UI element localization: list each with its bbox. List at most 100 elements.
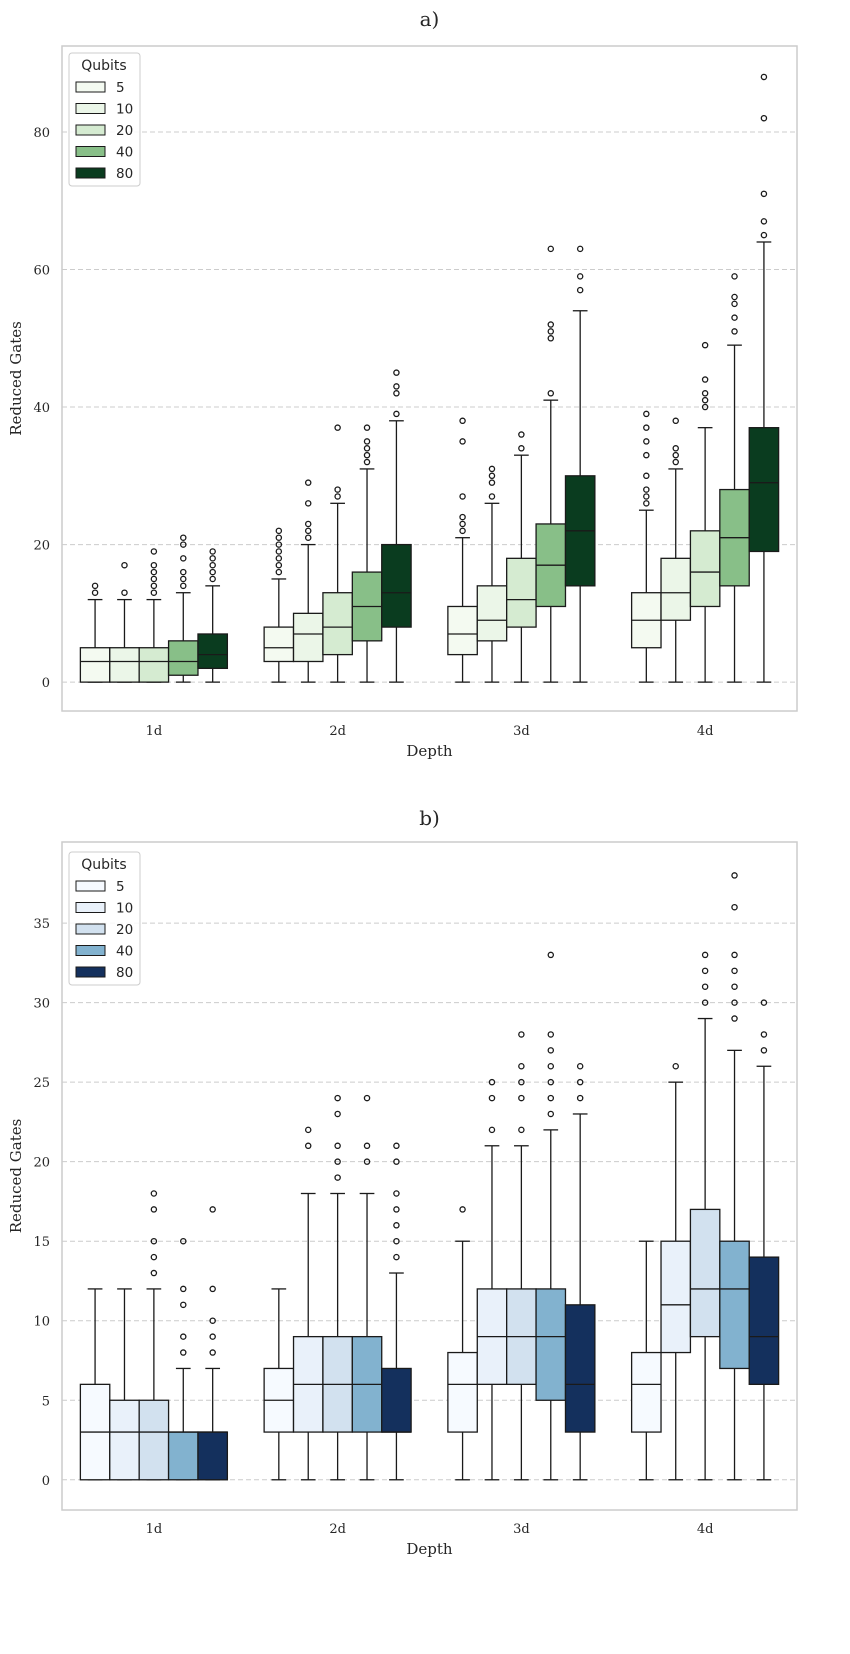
outlier-point bbox=[547, 390, 555, 397]
outlier-point bbox=[363, 451, 371, 459]
outlier-point bbox=[672, 417, 679, 425]
box-3d-40 bbox=[535, 245, 567, 683]
legend-swatch bbox=[75, 880, 106, 892]
outlier-point bbox=[488, 1094, 496, 1102]
outlier-point bbox=[150, 589, 158, 596]
box-iqr bbox=[719, 1240, 750, 1370]
box-4d-80 bbox=[748, 73, 780, 683]
outlier-point bbox=[547, 1063, 555, 1070]
outlier-point bbox=[209, 1285, 216, 1293]
outlier-point bbox=[760, 190, 768, 198]
outlier-point bbox=[731, 983, 738, 990]
outlier-point bbox=[275, 561, 283, 569]
y-axis-label: Reduced Gates bbox=[7, 1119, 25, 1234]
x-tick-label: 3d bbox=[513, 724, 530, 739]
panel-b: 0 5 10 15 20 25 30 35 b) Depth Reduced Gates 1d 2d 3d… bbox=[7, 806, 798, 1558]
outlier-point bbox=[459, 493, 466, 500]
box-iqr bbox=[197, 633, 229, 670]
outlier-point bbox=[547, 245, 555, 253]
box-iqr bbox=[535, 1288, 567, 1401]
legend-label: 40 bbox=[116, 145, 133, 161]
outlier-point bbox=[701, 999, 709, 1006]
outlier-point bbox=[701, 390, 709, 397]
outlier-point bbox=[393, 1222, 400, 1229]
outlier-point bbox=[150, 1206, 158, 1213]
box-4d-20 bbox=[689, 341, 721, 683]
box-4d-80 bbox=[748, 999, 780, 1481]
outlier-point bbox=[304, 1142, 312, 1150]
box-3d-5 bbox=[447, 417, 478, 683]
outlier-point bbox=[547, 1078, 555, 1086]
outlier-point bbox=[488, 1126, 496, 1134]
outlier-point bbox=[547, 321, 555, 328]
box-iqr bbox=[381, 543, 412, 628]
y-tick-label: 15 bbox=[33, 1235, 50, 1250]
outlier-point bbox=[731, 300, 738, 308]
y-tick-label: 5 bbox=[42, 1394, 50, 1409]
box-iqr bbox=[506, 557, 537, 628]
y-tick-label: 30 bbox=[33, 997, 50, 1012]
box-iqr bbox=[447, 1351, 478, 1433]
outlier-point bbox=[672, 445, 679, 452]
outlier-point bbox=[275, 541, 283, 548]
outlier-point bbox=[731, 951, 738, 959]
box-iqr bbox=[660, 557, 692, 621]
box-1d-10 bbox=[109, 1288, 140, 1481]
legend-swatch bbox=[75, 81, 106, 93]
box-iqr bbox=[138, 647, 170, 683]
outlier-point bbox=[760, 114, 768, 122]
box-4d-20 bbox=[689, 951, 721, 1481]
outlier-point bbox=[180, 568, 187, 576]
outlier-point bbox=[209, 555, 216, 562]
outlier-point bbox=[150, 582, 158, 590]
outlier-point bbox=[393, 390, 400, 397]
box-iqr bbox=[447, 605, 478, 656]
box-iqr bbox=[322, 592, 353, 656]
box-iqr bbox=[109, 1399, 140, 1481]
box-iqr bbox=[630, 1351, 662, 1433]
box-iqr bbox=[197, 1431, 229, 1481]
legend-label: 5 bbox=[116, 80, 125, 96]
outlier-point bbox=[701, 983, 709, 990]
outlier-point bbox=[518, 1094, 525, 1102]
outlier-point bbox=[304, 527, 312, 535]
panel-title: a) bbox=[420, 7, 440, 31]
outlier-point bbox=[393, 383, 400, 390]
outlier-point bbox=[209, 1206, 216, 1213]
outlier-point bbox=[209, 568, 216, 576]
legend: Qubits 5 10 20 40 80 bbox=[68, 52, 141, 187]
box-iqr bbox=[564, 1304, 596, 1433]
outlier-point bbox=[150, 548, 158, 555]
outlier-point bbox=[672, 1063, 679, 1070]
box-2d-20 bbox=[322, 424, 353, 683]
x-tick-label: 2d bbox=[329, 724, 346, 739]
outlier-point bbox=[672, 458, 679, 466]
outlier-point bbox=[275, 555, 283, 562]
outlier-point bbox=[334, 1110, 341, 1118]
outlier-point bbox=[334, 493, 341, 500]
box-4d-10 bbox=[660, 1063, 692, 1481]
outlier-point bbox=[209, 1349, 216, 1356]
outlier-point bbox=[393, 1190, 400, 1197]
box-iqr bbox=[660, 1240, 692, 1354]
outlier-point bbox=[731, 903, 738, 911]
outlier-point bbox=[180, 534, 187, 541]
outlier-point bbox=[180, 1301, 187, 1309]
legend-swatch bbox=[75, 124, 106, 136]
outlier-point bbox=[304, 534, 312, 541]
outlier-point bbox=[576, 1063, 584, 1070]
legend-label: 40 bbox=[116, 944, 133, 960]
outlier-point bbox=[209, 1317, 216, 1324]
outlier-point bbox=[643, 486, 650, 493]
box-2d-80 bbox=[381, 1142, 412, 1481]
outlier-point bbox=[643, 451, 650, 459]
outlier-point bbox=[459, 438, 466, 445]
box-4d-10 bbox=[660, 417, 692, 683]
outlier-point bbox=[334, 1174, 341, 1181]
outlier-point bbox=[275, 527, 283, 535]
legend-label: 10 bbox=[116, 102, 133, 118]
outlier-point bbox=[209, 561, 216, 569]
outlier-point bbox=[150, 1190, 158, 1197]
y-tick-label: 0 bbox=[42, 1474, 50, 1489]
